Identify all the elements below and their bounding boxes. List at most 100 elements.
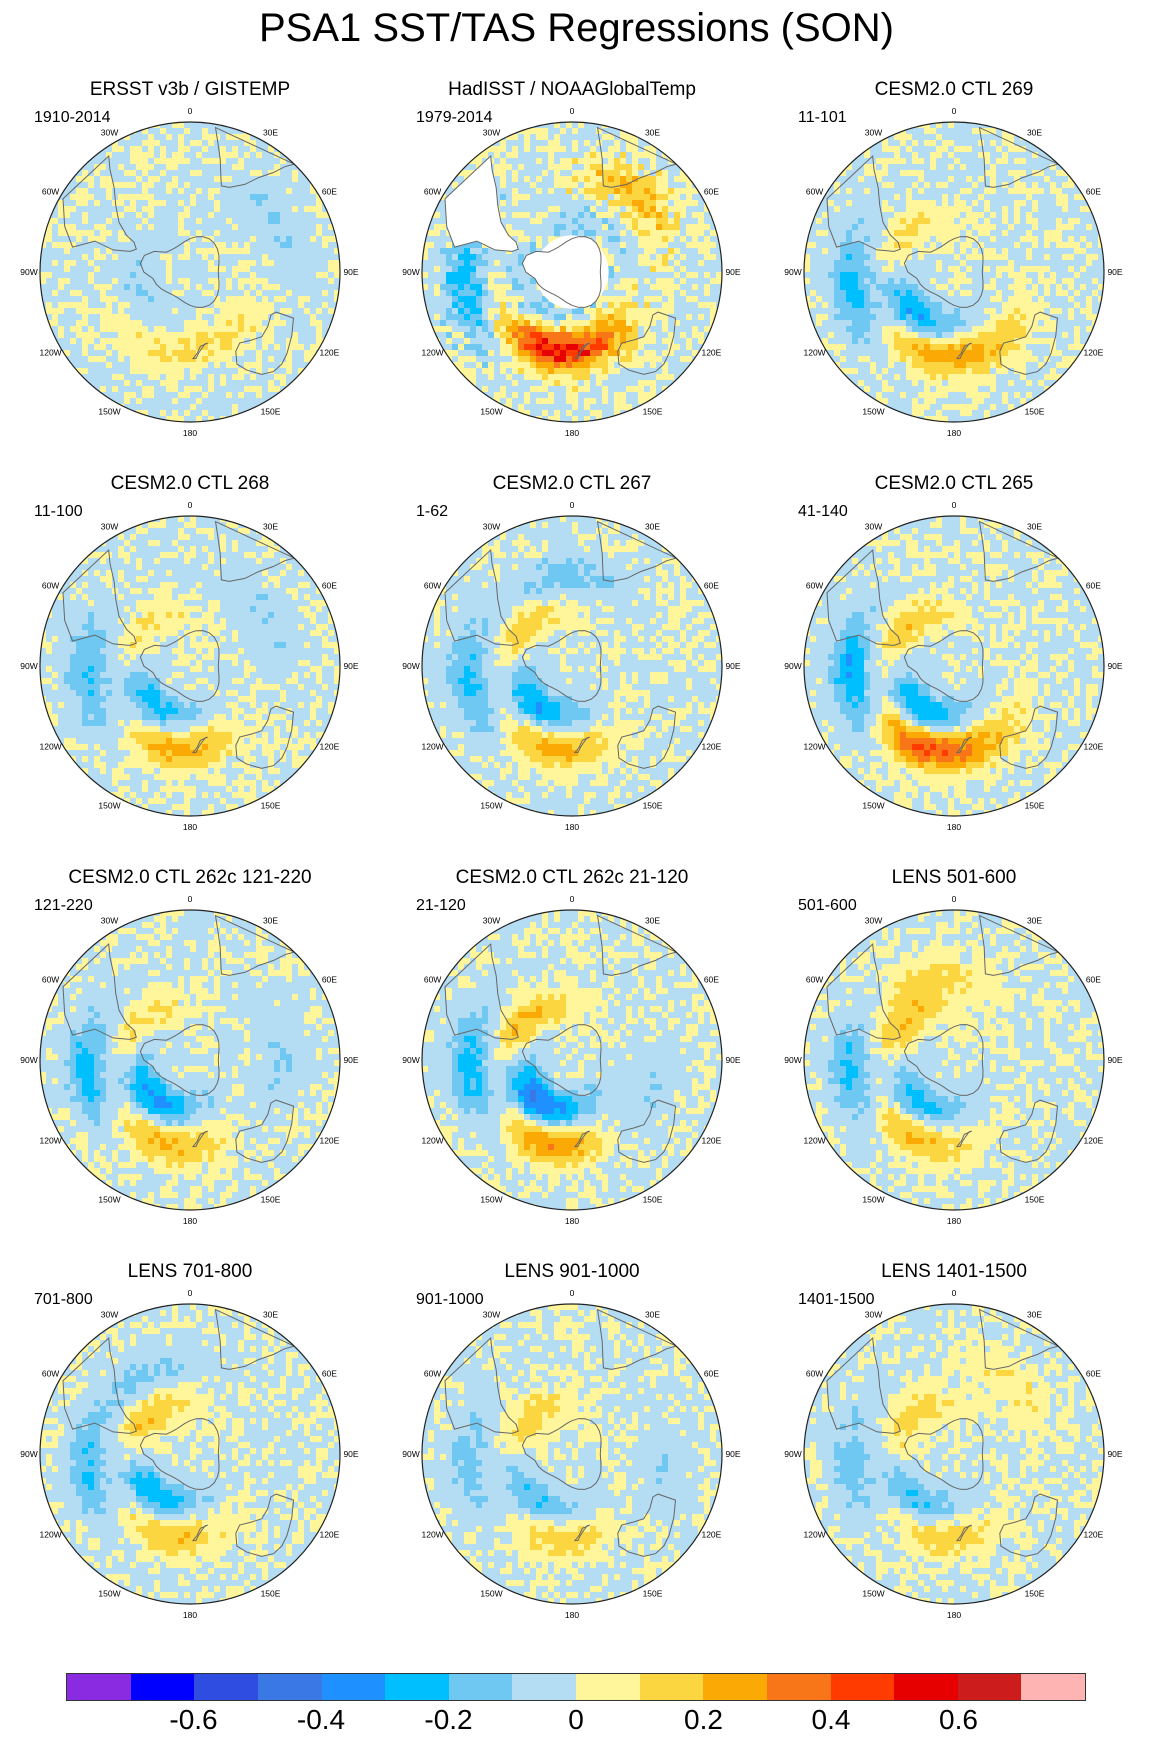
field-cell — [124, 308, 131, 315]
field-cell — [268, 350, 275, 357]
field-cell — [620, 314, 627, 321]
field-cell — [614, 260, 621, 267]
field-cell — [608, 410, 615, 417]
field-cell — [214, 380, 221, 387]
field-cell — [698, 194, 705, 201]
field-cell — [650, 194, 657, 201]
field-cell — [494, 248, 501, 255]
field-cell — [256, 254, 263, 261]
field-cell — [238, 134, 245, 141]
field-cell — [286, 164, 293, 171]
field-cell — [440, 218, 447, 225]
field-cell — [518, 374, 525, 381]
field-cell — [608, 314, 615, 321]
field-cell — [298, 326, 305, 333]
field-cell — [990, 200, 997, 207]
field-cell — [52, 302, 59, 309]
field-cell — [118, 176, 125, 183]
africa-coastline — [214, 126, 296, 188]
field-cell — [536, 356, 543, 363]
field-cell — [46, 332, 53, 339]
field-cell — [500, 392, 507, 399]
field-cell — [888, 206, 895, 213]
field-cell — [214, 224, 221, 231]
field-cell — [656, 374, 663, 381]
field-cell — [422, 218, 429, 225]
field-cell — [238, 152, 245, 159]
field-cell — [542, 356, 549, 363]
field-cell — [656, 194, 663, 201]
field-cell — [292, 314, 299, 321]
field-cell — [620, 290, 627, 297]
field-cell — [70, 272, 77, 279]
field-cell — [1002, 218, 1009, 225]
field-cell — [942, 128, 949, 135]
field-cell — [1074, 176, 1081, 183]
field-cell — [668, 242, 675, 249]
field-cell — [100, 260, 107, 267]
field-cell — [482, 320, 489, 327]
field-cell — [190, 278, 197, 285]
field-cell — [542, 344, 549, 351]
field-cell — [172, 128, 179, 135]
field-cell — [1002, 134, 1009, 141]
field-cell — [250, 362, 257, 369]
field-cell — [984, 158, 991, 165]
field-cell — [500, 176, 507, 183]
field-cell — [202, 164, 209, 171]
field-cell — [262, 272, 269, 279]
field-cell — [316, 272, 323, 279]
field-cell — [620, 122, 627, 129]
field-cell — [548, 308, 555, 315]
field-cell — [256, 242, 263, 249]
field-cell — [990, 134, 997, 141]
field-cell — [70, 320, 77, 327]
field-cell — [888, 158, 895, 165]
field-cell — [452, 176, 459, 183]
field-cell — [704, 290, 711, 297]
field-cell — [40, 320, 47, 327]
field-cell — [876, 224, 883, 231]
field-cell — [166, 254, 173, 261]
field-cell — [238, 368, 245, 375]
field-cell — [572, 188, 579, 195]
field-cell — [632, 380, 639, 387]
field-cell — [692, 218, 699, 225]
field-cell — [160, 194, 167, 201]
field-cell — [304, 290, 311, 297]
field-cell — [984, 194, 991, 201]
field-cell — [716, 218, 722, 225]
field-cell — [578, 416, 585, 422]
field-cell — [208, 344, 215, 351]
field-cell — [530, 374, 537, 381]
field-cell — [286, 248, 293, 255]
field-cell — [202, 302, 209, 309]
field-cell — [178, 134, 185, 141]
field-cell — [238, 278, 245, 285]
field-cell — [238, 338, 245, 345]
field-cell — [274, 314, 281, 321]
field-cell — [626, 350, 633, 357]
field-cell — [160, 284, 167, 291]
field-cell — [918, 200, 925, 207]
field-cell — [680, 206, 687, 213]
field-cell — [662, 182, 669, 189]
field-cell — [524, 272, 531, 279]
field-cell — [972, 176, 979, 183]
field-cell — [596, 398, 603, 405]
field-cell — [304, 218, 311, 225]
field-cell — [160, 200, 167, 207]
field-cell — [292, 194, 299, 201]
field-cell — [190, 398, 197, 405]
field-cell — [238, 362, 245, 369]
field-cell — [1014, 128, 1021, 135]
field-cell — [88, 344, 95, 351]
field-cell — [130, 320, 137, 327]
field-cell — [458, 362, 465, 369]
field-cell — [58, 308, 65, 315]
field-cell — [470, 158, 477, 165]
field-cell — [124, 254, 131, 261]
field-cell — [1068, 236, 1075, 243]
field-cell — [644, 356, 651, 363]
field-cell — [554, 206, 561, 213]
